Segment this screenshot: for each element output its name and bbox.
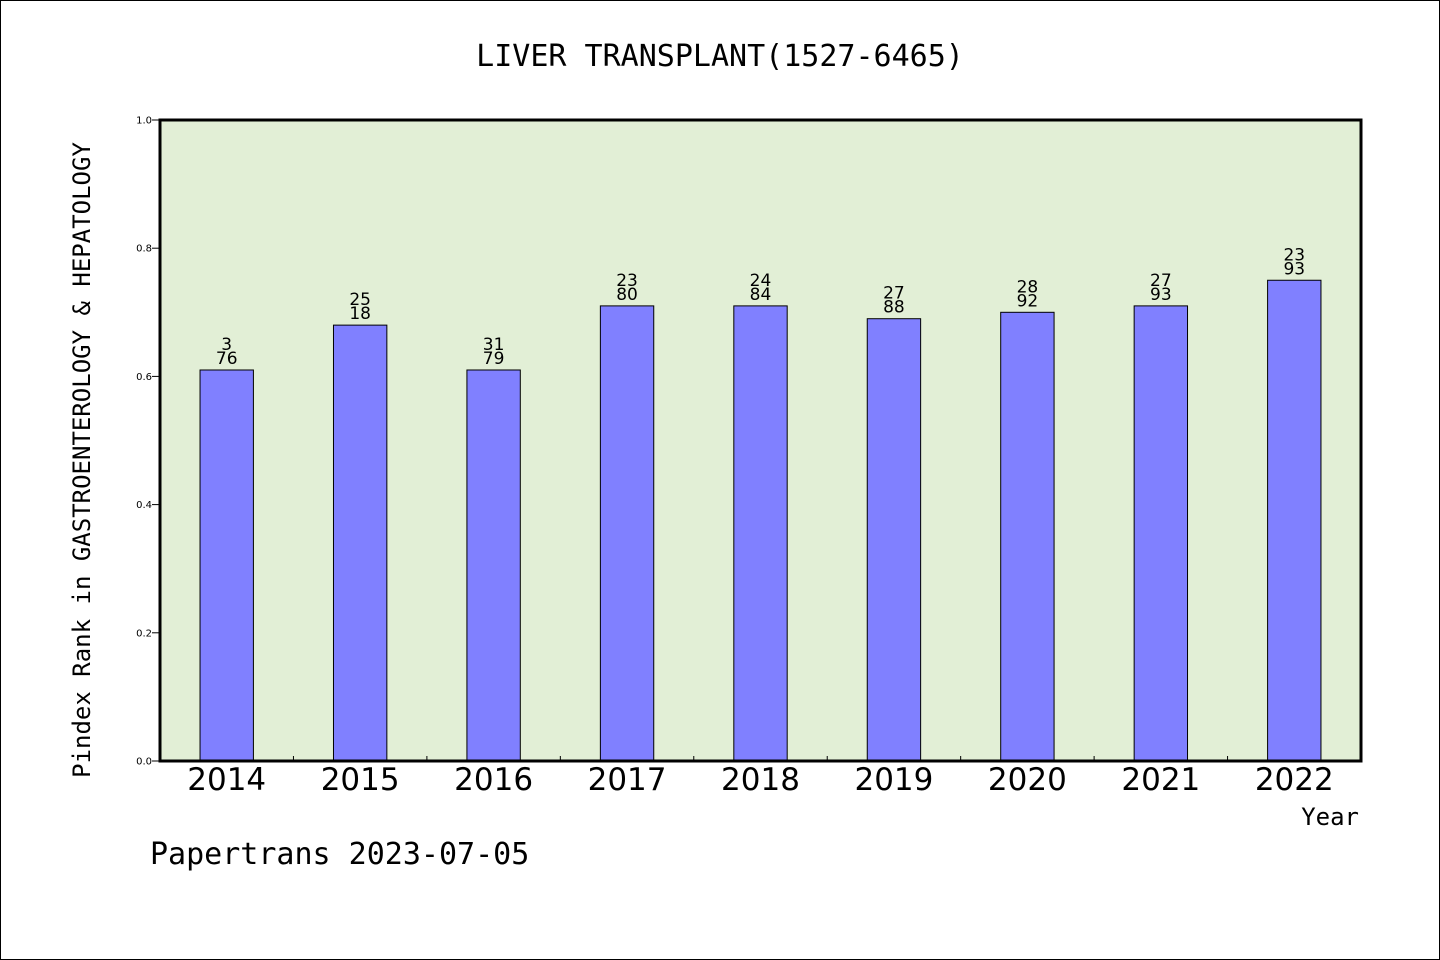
x-tick-label-2019: 2019 [854, 762, 933, 798]
bar-2015 [332, 324, 388, 762]
bar-2021 [1133, 305, 1189, 762]
y-tick-label: 0.4 [136, 500, 152, 511]
bar-label-top-2014: 3 [221, 335, 232, 355]
bar-2017 [599, 305, 655, 762]
y-tick-label: 1.0 [136, 116, 152, 127]
x-tick-label-2018: 2018 [721, 762, 800, 798]
y-tick-label: 0.8 [136, 244, 152, 255]
x-axis: 2014 2015 2016 2017 2018 2019 2020 2021 2022 [187, 756, 1334, 798]
bar-label-top-2022: 23 [1283, 245, 1305, 265]
x-tick-label-2014: 2014 [187, 762, 266, 798]
y-axis: 0.0 0.2 0.4 0.6 0.8 1.0 [136, 116, 160, 768]
bar-label-top-2019: 27 [883, 284, 905, 304]
plot-border [158, 118, 1363, 763]
bar-label-top-2015: 25 [349, 290, 371, 310]
x-tick-label-2017: 2017 [588, 762, 667, 798]
y-tick-label: 0.6 [136, 372, 152, 383]
bar-label-bottom-2014: 76 [216, 349, 238, 369]
bar-label-top-2020: 28 [1017, 277, 1039, 297]
bar-2018 [733, 305, 788, 762]
y-axis-label: Pindex Rank in GASTROENTEROLOGY & HEPATO… [68, 142, 96, 778]
x-axis-label: Year [1301, 803, 1359, 831]
bar-2022 [1267, 279, 1322, 762]
y-tick-label: 0.2 [136, 628, 152, 639]
bar-label-top-2017: 23 [616, 271, 638, 291]
x-tick-label-2022: 2022 [1255, 762, 1334, 798]
x-tick-label-2015: 2015 [321, 762, 400, 798]
bar-label-top-2021: 27 [1150, 271, 1172, 291]
bar-label-bottom-2015: 18 [349, 304, 371, 324]
bar-label-bottom-2019: 88 [883, 298, 905, 318]
y-tick-label: 0.0 [136, 757, 152, 768]
bar-label-top-2018: 24 [750, 271, 772, 291]
bar-2019 [866, 318, 922, 762]
bar-label-bottom-2022: 93 [1283, 259, 1305, 279]
chart-title: LIVER TRANSPLANT(1527-6465) [476, 39, 964, 74]
bar-2020 [1000, 311, 1055, 762]
bar-2016 [466, 369, 521, 762]
footer-date: Papertrans 2023-07-05 [150, 837, 529, 872]
bars-group [199, 279, 1322, 762]
bar-label-bottom-2017: 80 [616, 285, 638, 305]
bar-label-top-2016: 31 [483, 335, 505, 355]
bar-label-bottom-2021: 93 [1150, 285, 1172, 305]
x-tick-label-2020: 2020 [988, 762, 1067, 798]
x-tick-label-2021: 2021 [1121, 762, 1200, 798]
bar-label-bottom-2018: 84 [750, 285, 772, 305]
bar-label-bottom-2020: 92 [1017, 291, 1039, 311]
bar-label-bottom-2016: 79 [483, 349, 505, 369]
x-tick-label-2016: 2016 [454, 762, 533, 798]
bar-2014 [199, 369, 254, 762]
